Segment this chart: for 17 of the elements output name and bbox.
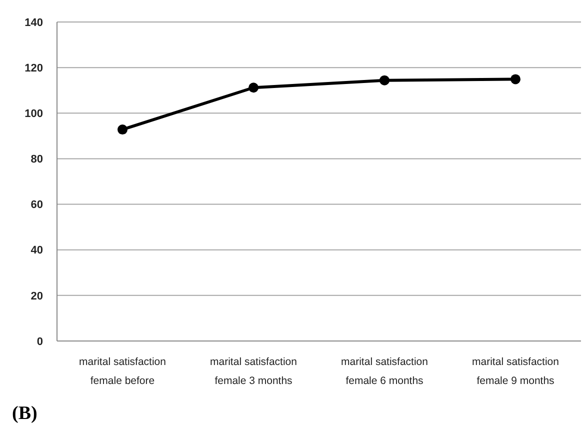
x-tick-label: marital satisfaction female 3 months bbox=[210, 356, 298, 387]
x-tick-label: marital satisfaction female 9 months bbox=[472, 356, 560, 387]
y-tick-label: 120 bbox=[24, 62, 43, 74]
text: (B) bbox=[12, 403, 38, 424]
y-tick-label: 0 bbox=[36, 336, 43, 348]
y-tick-label: 140 bbox=[24, 16, 43, 29]
y-tick-label: 20 bbox=[30, 290, 43, 302]
x-tick-label: marital satisfaction female before bbox=[79, 356, 166, 387]
y-tick-label: 40 bbox=[30, 244, 43, 257]
y-tick-label: 100 bbox=[24, 108, 43, 120]
y-tick-label: 80 bbox=[30, 154, 43, 166]
point bbox=[380, 75, 390, 86]
point bbox=[248, 82, 258, 93]
y-tick-label: 60 bbox=[30, 199, 43, 212]
x-tick-label: marital satisfaction female 6 months bbox=[341, 356, 428, 387]
point bbox=[118, 124, 128, 135]
point bbox=[510, 74, 520, 84]
